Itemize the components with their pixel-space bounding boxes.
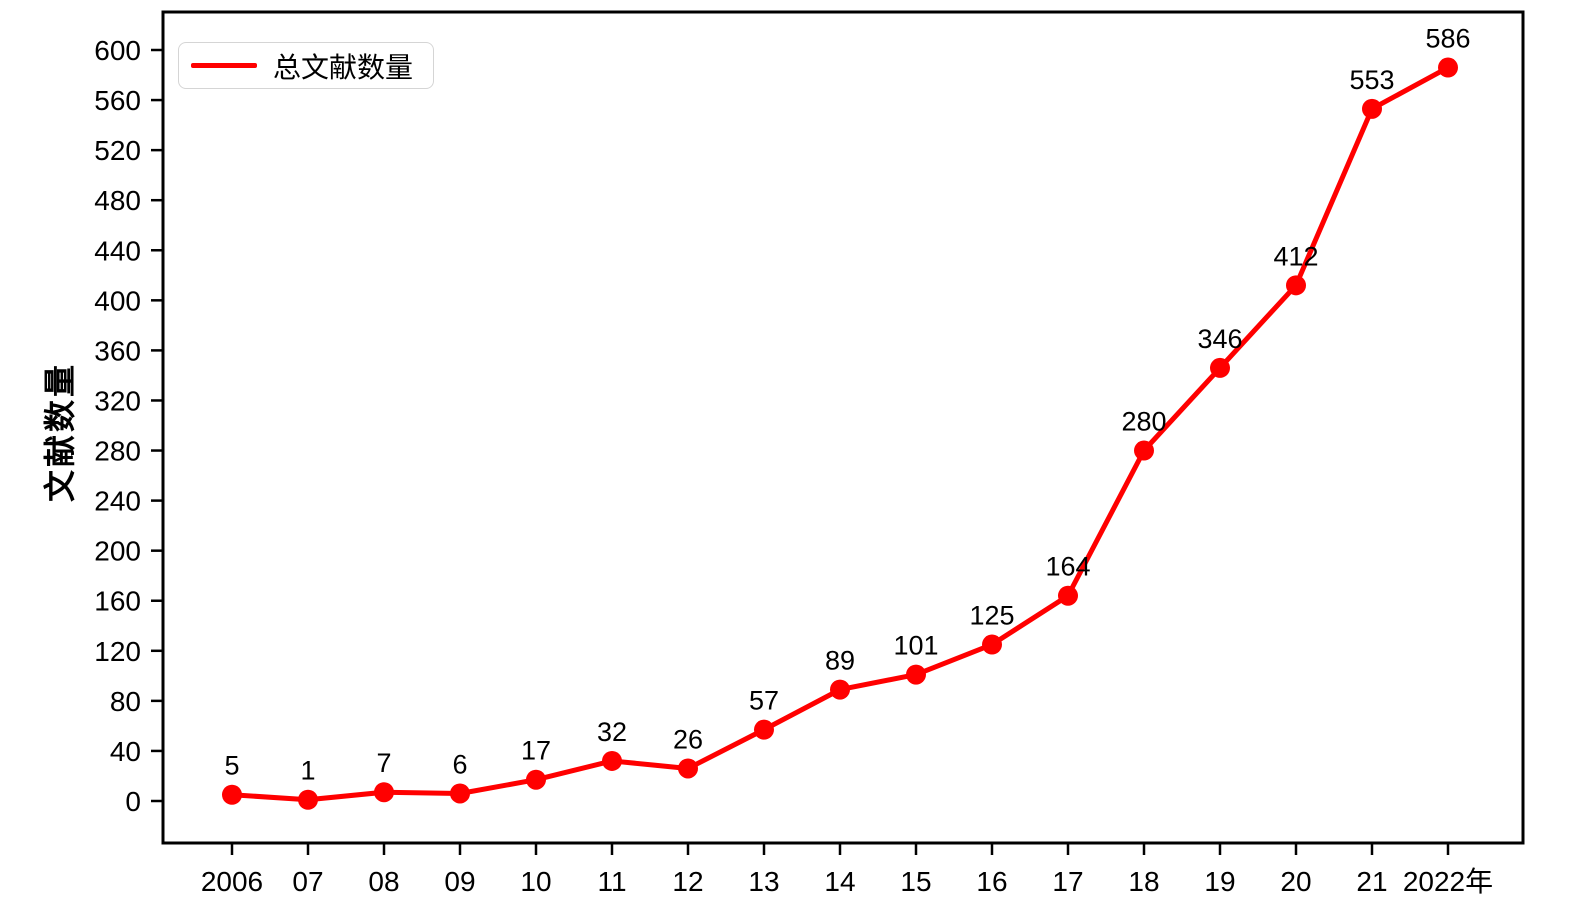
data-point-marker [1286,275,1306,296]
y-tick-label: 0 [125,786,141,817]
y-tick-label: 40 [110,736,141,767]
data-point-marker [1438,57,1458,78]
data-point-label: 6 [452,749,467,779]
x-tick-label: 18 [1128,866,1159,897]
data-point-label: 164 [1045,552,1090,582]
data-point-marker [754,719,774,740]
data-point-label: 57 [749,686,779,716]
y-tick-label: 320 [94,385,141,416]
data-point-label: 89 [825,646,855,676]
x-tick-label: 20 [1280,866,1311,897]
y-tick-label: 120 [94,636,141,667]
x-tick-label: 09 [444,866,475,897]
x-tick-label: 17 [1052,866,1083,897]
y-tick-label: 360 [94,335,141,366]
y-tick-label: 240 [94,486,141,517]
data-point-label: 26 [673,724,703,754]
data-point-marker [450,783,470,804]
x-tick-label: 10 [520,866,551,897]
legend: 总文献数量 [178,42,435,89]
y-tick-label: 160 [94,586,141,617]
x-tick-label: 2006 [201,866,263,897]
data-point-marker [526,769,546,790]
x-tick-label: 07 [292,866,323,897]
y-axis-title: 文献数量 [42,361,78,503]
data-point-marker [1058,585,1078,606]
legend-label: 总文献数量 [273,51,414,83]
y-tick-label: 600 [94,35,141,66]
data-point-marker [298,789,318,810]
y-tick-label: 440 [94,235,141,266]
x-tick-label: 2022年 [1403,866,1493,897]
data-point-label: 1 [300,756,315,786]
y-tick-label: 560 [94,85,141,116]
x-tick-label: 11 [597,866,626,897]
data-point-label: 125 [969,601,1014,631]
y-tick-label: 280 [94,436,141,467]
data-point-label: 101 [893,631,938,661]
data-point-marker [1134,440,1154,461]
data-point-label: 280 [1121,407,1166,437]
data-point-label: 17 [521,736,551,766]
data-point-marker [1362,98,1382,119]
y-tick-label: 80 [110,686,141,717]
x-tick-label: 14 [824,866,855,897]
x-tick-label: 12 [672,866,703,897]
data-point-label: 32 [597,717,627,747]
y-tick-label: 520 [94,135,141,166]
data-point-marker [830,679,850,700]
data-point-label: 7 [376,748,391,778]
data-point-label: 553 [1349,65,1394,95]
y-tick-label: 200 [94,536,141,567]
data-point-marker [678,758,698,779]
data-point-marker [222,784,242,805]
data-point-label: 5 [224,751,239,781]
plot-frame [161,10,1525,845]
data-point-label: 346 [1197,324,1242,354]
x-tick-label: 08 [368,866,399,897]
x-tick-label: 19 [1204,866,1235,897]
data-point-marker [602,750,622,771]
data-point-label: 586 [1425,24,1470,54]
y-tick-label: 480 [94,185,141,216]
legend-line-swatch [191,62,257,69]
data-point-marker [1210,357,1230,378]
data-point-marker [374,782,394,803]
x-tick-label: 16 [976,866,1007,897]
y-tick-label: 400 [94,285,141,316]
data-point-marker [906,664,926,685]
data-point-label: 412 [1273,241,1318,271]
x-tick-label: 15 [900,866,931,897]
data-point-marker [982,634,1002,655]
x-tick-label: 13 [748,866,779,897]
x-tick-label: 21 [1356,866,1387,897]
